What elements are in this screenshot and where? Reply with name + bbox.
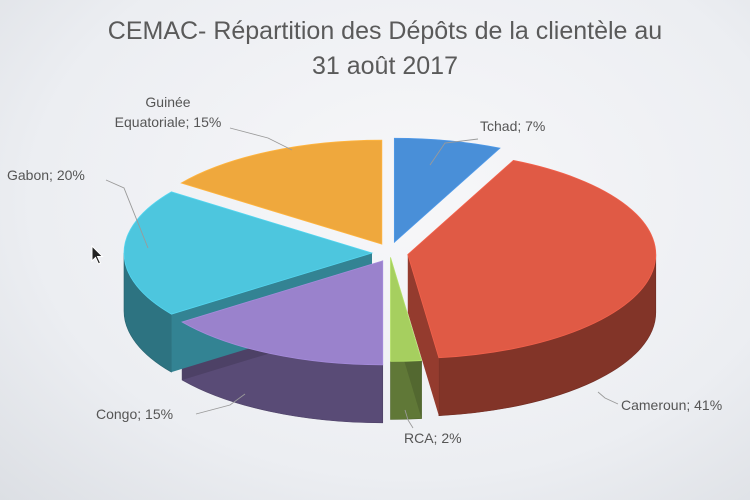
slice-cameroun <box>407 160 657 359</box>
slice-label-tchad: Tchad; 7% <box>480 118 545 134</box>
leader-line-tchad <box>429 138 479 166</box>
leader-line-congo <box>195 393 246 415</box>
chart-title: CEMAC- Répartition des Dépôts de la clie… <box>75 14 695 84</box>
slice-gabon <box>123 191 374 315</box>
slice-label-congo: Congo; 15% <box>96 406 173 422</box>
leader-line-gabon <box>105 179 149 249</box>
leader-line-rca <box>404 409 414 429</box>
slice-label-rca: RCA; 2% <box>404 430 462 446</box>
slice-cut-cameroun <box>407 254 439 416</box>
slice-guinee-equatoriale <box>180 139 383 245</box>
slice-label-cameroun: Cameroun; 41% <box>621 397 722 413</box>
leader-line-cameroun <box>597 391 619 405</box>
leader-line-guinee-equatoriale <box>229 127 293 151</box>
slice-label-guinee-equatoriale: Guinée Equatoriale; 15% <box>115 94 222 130</box>
slice-rca <box>390 257 423 362</box>
chart-title-line-2: 31 août 2017 <box>312 52 458 80</box>
pie-tops <box>123 137 657 366</box>
chart-title-line-1: CEMAC- Répartition des Dépôts de la clie… <box>107 17 663 45</box>
slice-congo <box>181 260 384 366</box>
mouse-cursor-icon <box>91 245 104 265</box>
slice-label-gabon: Gabon; 20% <box>7 167 85 183</box>
slice-labels: Tchad; 7% Cameroun; 41% RCA; 2% Congo; 15% G… <box>7 94 722 446</box>
leader-lines <box>105 127 619 429</box>
slice-tchad <box>393 137 501 244</box>
